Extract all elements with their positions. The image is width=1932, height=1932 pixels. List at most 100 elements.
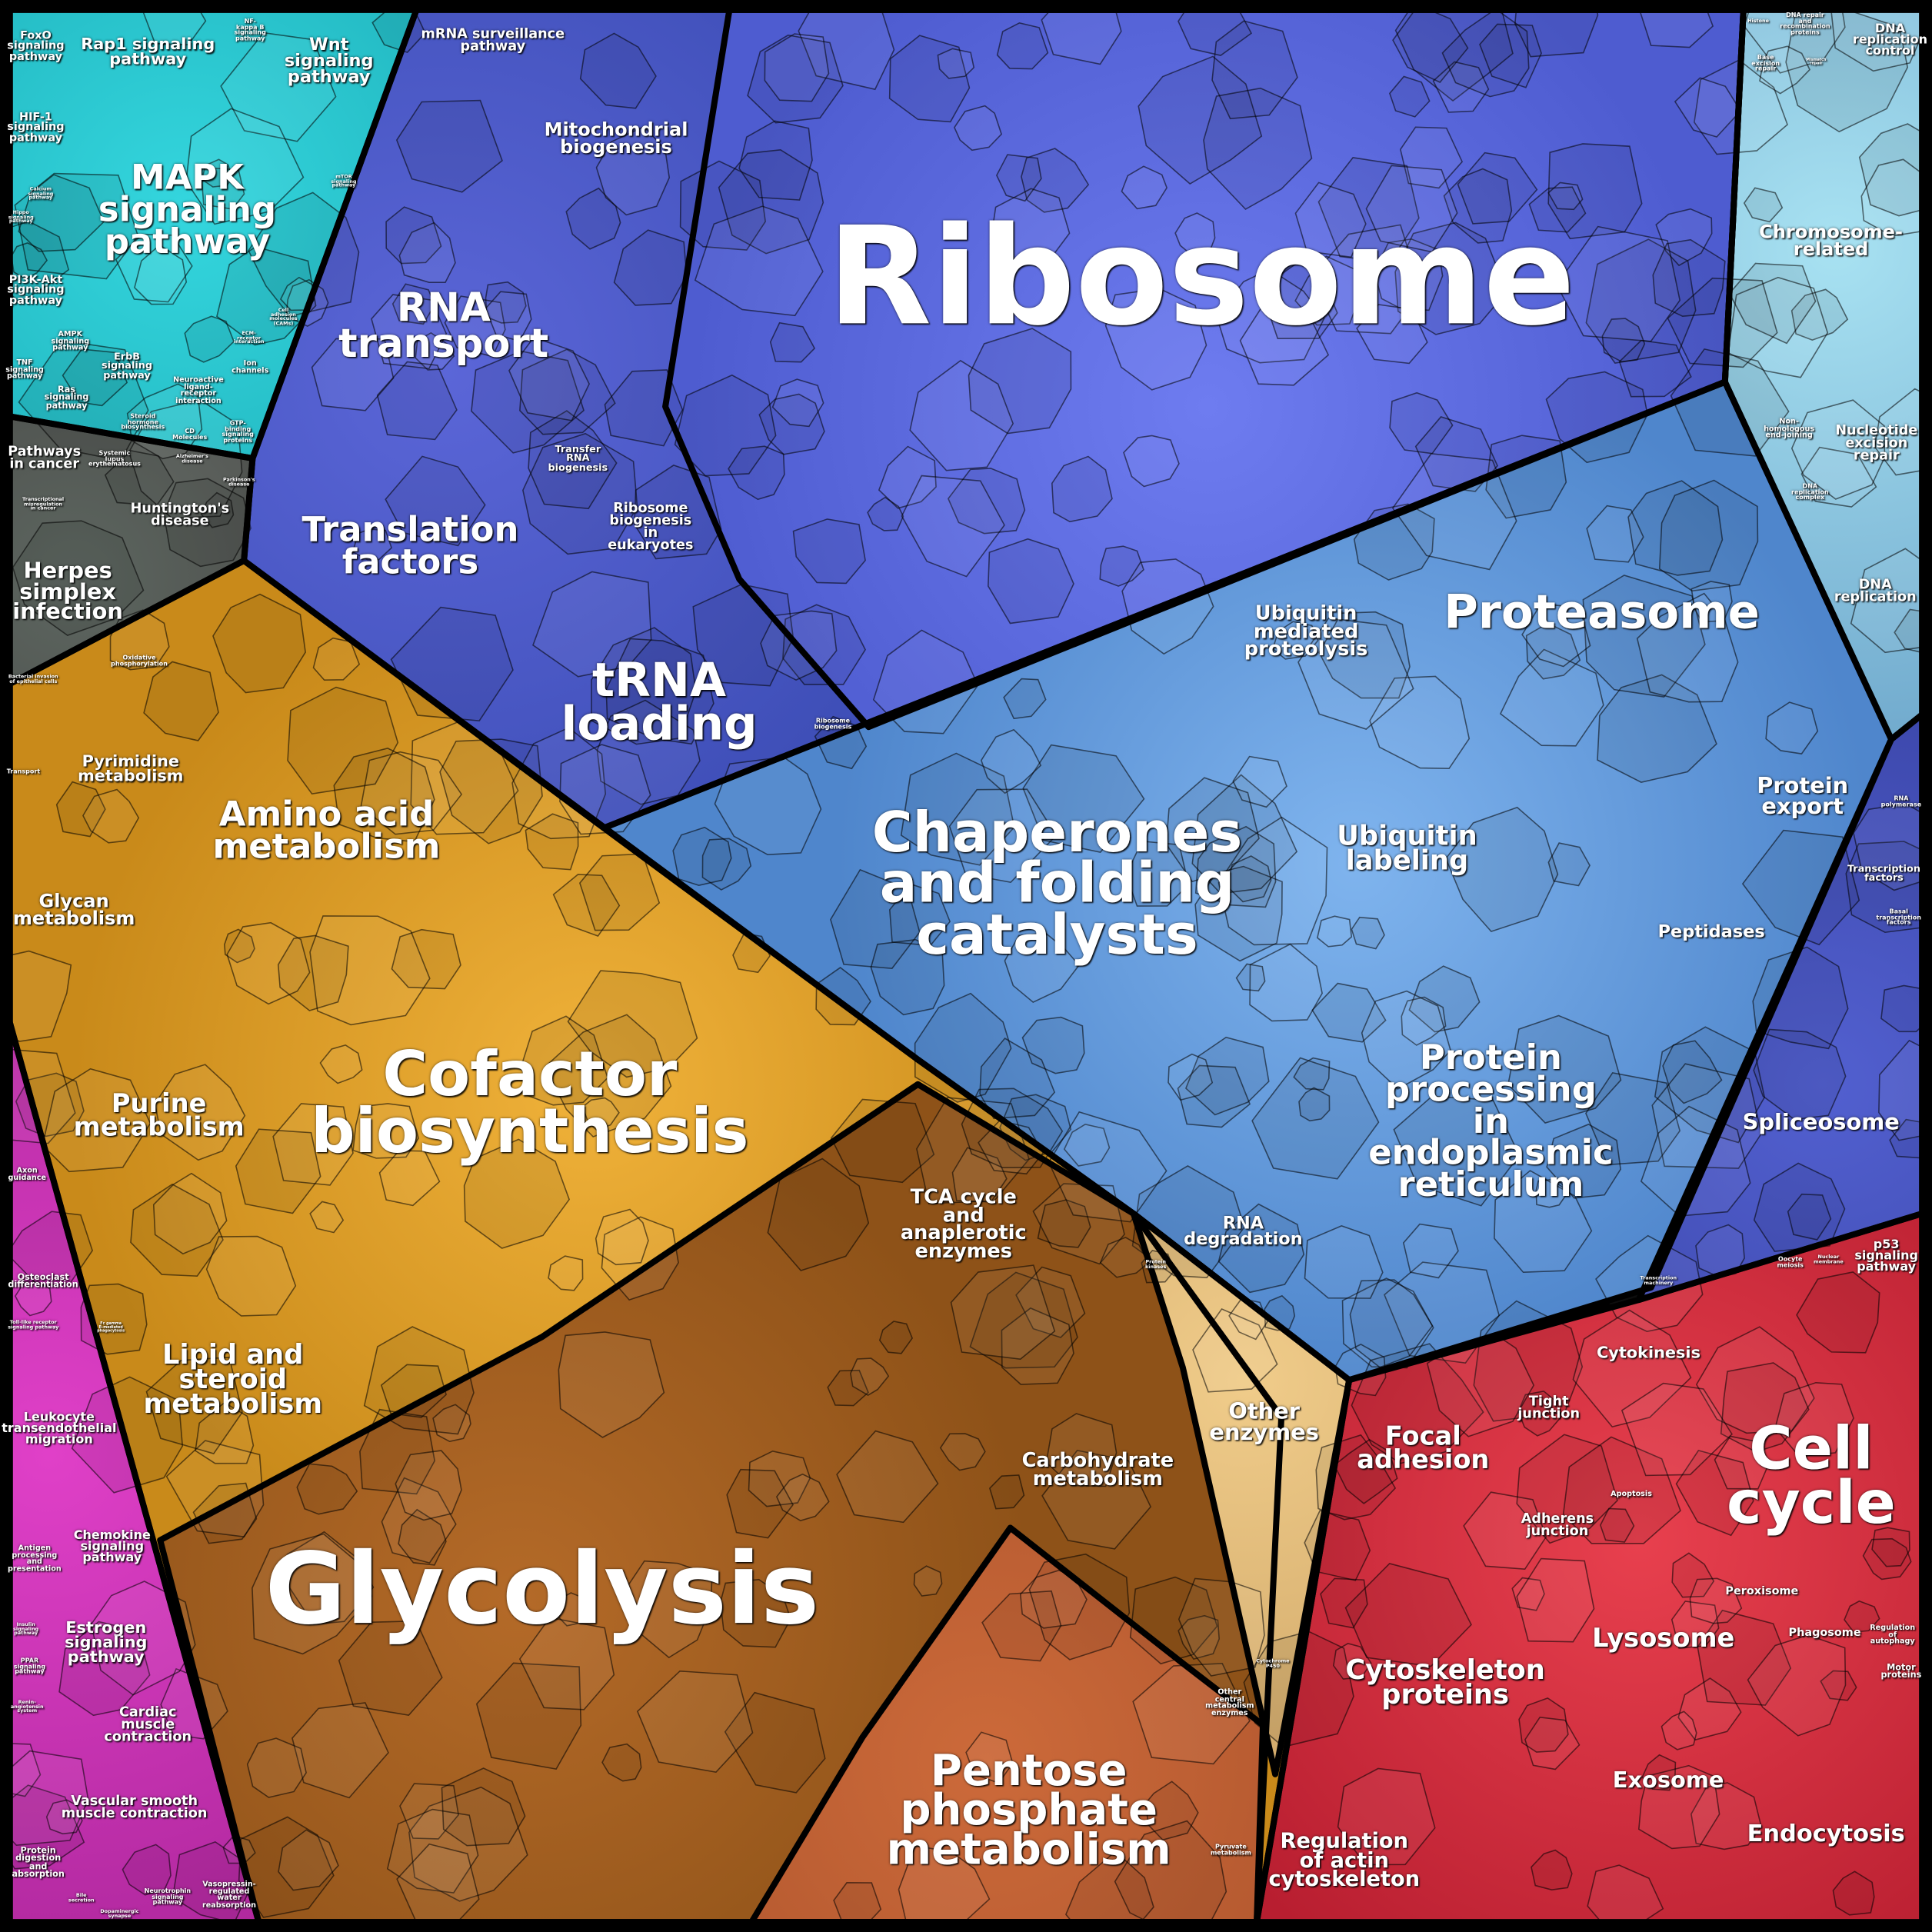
protein-cell	[1785, 9, 1909, 133]
protein-cell	[525, 813, 579, 871]
pathway-label-insulin-signaling-pathway: Insulin signaling pathway	[13, 1621, 39, 1637]
pathway-label-herpes-simplex-infection: Herpes simplex infection	[12, 558, 123, 625]
pathway-label-pathways-in-cancer: Pathways in cancer	[8, 443, 82, 472]
protein-cell	[1003, 678, 1047, 720]
protein-cell	[1374, 238, 1444, 311]
protein-cell	[216, 246, 317, 346]
protein-cell	[1293, 1057, 1331, 1091]
protein-cell	[0, 1784, 85, 1870]
pathway-label-nf-kappa-b-signaling-pathway: NF- kappa B signaling pathway	[234, 18, 266, 43]
pathway-label-spliceosome: Spliceosome	[1742, 1109, 1900, 1136]
protein-cell	[1640, 1105, 1751, 1217]
protein-cell	[1441, 8, 1530, 98]
pathway-label-ecm-receptor-interaction: ECM- receptor interaction	[233, 329, 265, 345]
protein-cell	[1662, 1040, 1723, 1104]
protein-cell	[1264, 260, 1338, 340]
protein-cell	[965, 1731, 1014, 1784]
pathway-label-vasopressin-regulated-water-reabsorption: Vasopressin- regulated water reabsorptio…	[202, 1880, 256, 1910]
protein-cell	[968, 328, 1072, 435]
protein-cell	[1800, 446, 1877, 508]
region-other-enzymes	[1133, 1213, 1350, 1774]
protein-cell	[134, 244, 188, 305]
protein-cell	[471, 350, 585, 454]
protein-cell	[1063, 1123, 1111, 1167]
pathway-label-estrogen-signaling-pathway: Estrogen signaling pathway	[65, 1619, 148, 1667]
pathway-label-renin-angiotensin-system: Renin- angiotensin system	[10, 1698, 44, 1714]
protein-cell	[235, 1128, 321, 1214]
protein-cell	[45, 1799, 83, 1835]
protein-cell	[441, 1767, 526, 1847]
protein-cell	[565, 187, 621, 250]
protein-cell	[815, 967, 871, 1026]
protein-cell	[1601, 318, 1646, 363]
pathway-label-rna-polymerase: RNA polymerase	[1880, 794, 1922, 808]
protein-cell	[1344, 1563, 1472, 1667]
protein-cell	[724, 1691, 826, 1794]
protein-cell	[1426, 1333, 1535, 1437]
protein-cell	[386, 1808, 479, 1894]
protein-cell	[0, 221, 70, 304]
protein-cell	[1658, 479, 1759, 592]
protein-cell	[1177, 1064, 1251, 1128]
protein-cell	[226, 921, 311, 1005]
pathway-label-histone: Histone	[1747, 17, 1769, 24]
protein-cell	[888, 883, 951, 947]
protein-cell	[395, 1450, 462, 1521]
protein-cell	[201, 158, 233, 188]
protein-cell	[82, 788, 140, 844]
protein-cell	[1251, 1057, 1380, 1180]
protein-cell	[220, 32, 337, 142]
protein-cell	[1621, 1382, 1733, 1477]
protein-cell	[579, 32, 657, 109]
protein-cell	[1384, 1261, 1501, 1364]
protein-cell	[951, 1147, 1008, 1203]
protein-cell	[251, 1533, 373, 1655]
protein-cell	[14, 172, 139, 280]
protein-cell	[1832, 1870, 1875, 1916]
pathway-label-osteoclast-differentiation: Osteoclast differentiation	[8, 1272, 78, 1291]
protein-cell	[463, 1138, 571, 1249]
protein-cell	[398, 1508, 447, 1566]
protein-cell	[395, 99, 503, 193]
protein-cell	[1414, 416, 1499, 492]
pathway-label-cytoskeleton-proteins: Cytoskeleton proteins	[1345, 1655, 1545, 1712]
protein-cell	[1045, 1413, 1118, 1487]
protein-cell	[1671, 1601, 1720, 1649]
pathway-label-protein-kinases: Protein kinases	[1145, 1258, 1167, 1270]
region-cellular-processes	[1257, 1213, 1923, 1923]
pathway-label-ubiquitin-labeling: Ubiquitin labeling	[1337, 821, 1477, 878]
protein-cell	[1138, 55, 1263, 185]
protein-cell	[18, 174, 105, 252]
protein-cell	[398, 222, 456, 283]
protein-cell	[1311, 982, 1387, 1043]
protein-cell	[1585, 1071, 1681, 1166]
protein-cell	[827, 1369, 869, 1407]
protein-cell	[1351, 1343, 1484, 1464]
pathway-label-wnt-signaling-pathway: Wnt signaling pathway	[284, 35, 374, 87]
protein-cell	[154, 1064, 246, 1161]
protein-cell	[1675, 1449, 1754, 1537]
protein-cell	[870, 938, 945, 1016]
protein-cell	[485, 281, 527, 324]
protein-cell	[205, 1235, 297, 1317]
protein-cell	[1015, 1266, 1086, 1338]
protein-cell	[1695, 1326, 1815, 1434]
protein-cell	[0, 1048, 76, 1144]
protein-cell	[613, 229, 688, 306]
protein-cell	[694, 205, 824, 317]
pathway-label-pyruvate-metabolism: Pyruvate metabolism	[1210, 1844, 1251, 1857]
protein-cell	[1546, 1123, 1621, 1199]
protein-cell	[969, 1271, 1078, 1369]
protein-cell	[291, 1702, 389, 1799]
pathway-label-dna-repair-and-recombination-proteins: DNA repair and recombination proteins	[1780, 12, 1830, 37]
protein-cell	[867, 496, 904, 531]
protein-cell	[1121, 165, 1168, 210]
pathway-label-purine-metabolism: Purine metabolism	[73, 1088, 245, 1143]
protein-cell	[939, 1433, 986, 1471]
protein-cell	[1249, 943, 1323, 1022]
protein-cell	[782, 604, 867, 685]
protein-cell	[415, 331, 455, 371]
protein-cell	[15, 1072, 85, 1138]
protein-cell	[1878, 1039, 1932, 1141]
pathway-label-oxidative-phosphorylation: Oxidative phosphorylation	[111, 655, 168, 668]
